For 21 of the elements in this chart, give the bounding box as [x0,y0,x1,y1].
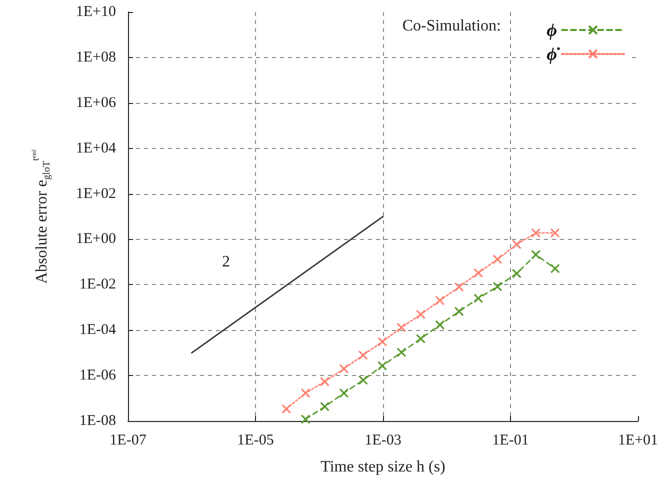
y-tick-label: 1E+08 [76,49,116,66]
y-tick-label: 1E+02 [76,186,116,202]
legend-label: ϕ [546,20,557,40]
annotation: 2 [222,254,230,270]
x-tick-label: 1E-07 [110,432,147,448]
legend-label: ϕ̇ [546,44,560,64]
y-tick-label: 1E-06 [79,368,116,384]
y-tick-label: 1E+10 [76,4,116,20]
y-axis-title: Absolute error egloTtᵉⁿᵈ [30,149,52,284]
y-tick-label: 1E+04 [76,140,116,156]
x-tick-label: 1E+01 [618,432,658,448]
y-tick-label: 1E-04 [79,322,116,338]
x-tick-label: 1E-05 [237,432,274,448]
x-axis-title: Time step size h (s) [320,458,446,476]
y-tick-label: 1E-02 [79,276,116,293]
y-tick-label: 1E-08 [79,413,116,429]
y-tick-label: 1E+06 [76,94,116,111]
y-tick-label: 1E+00 [76,231,116,248]
x-tick-label: 1E-03 [364,432,402,448]
x-tick-label: 1E-01 [492,432,529,448]
legend-title: Co-Simulation: [402,18,501,34]
